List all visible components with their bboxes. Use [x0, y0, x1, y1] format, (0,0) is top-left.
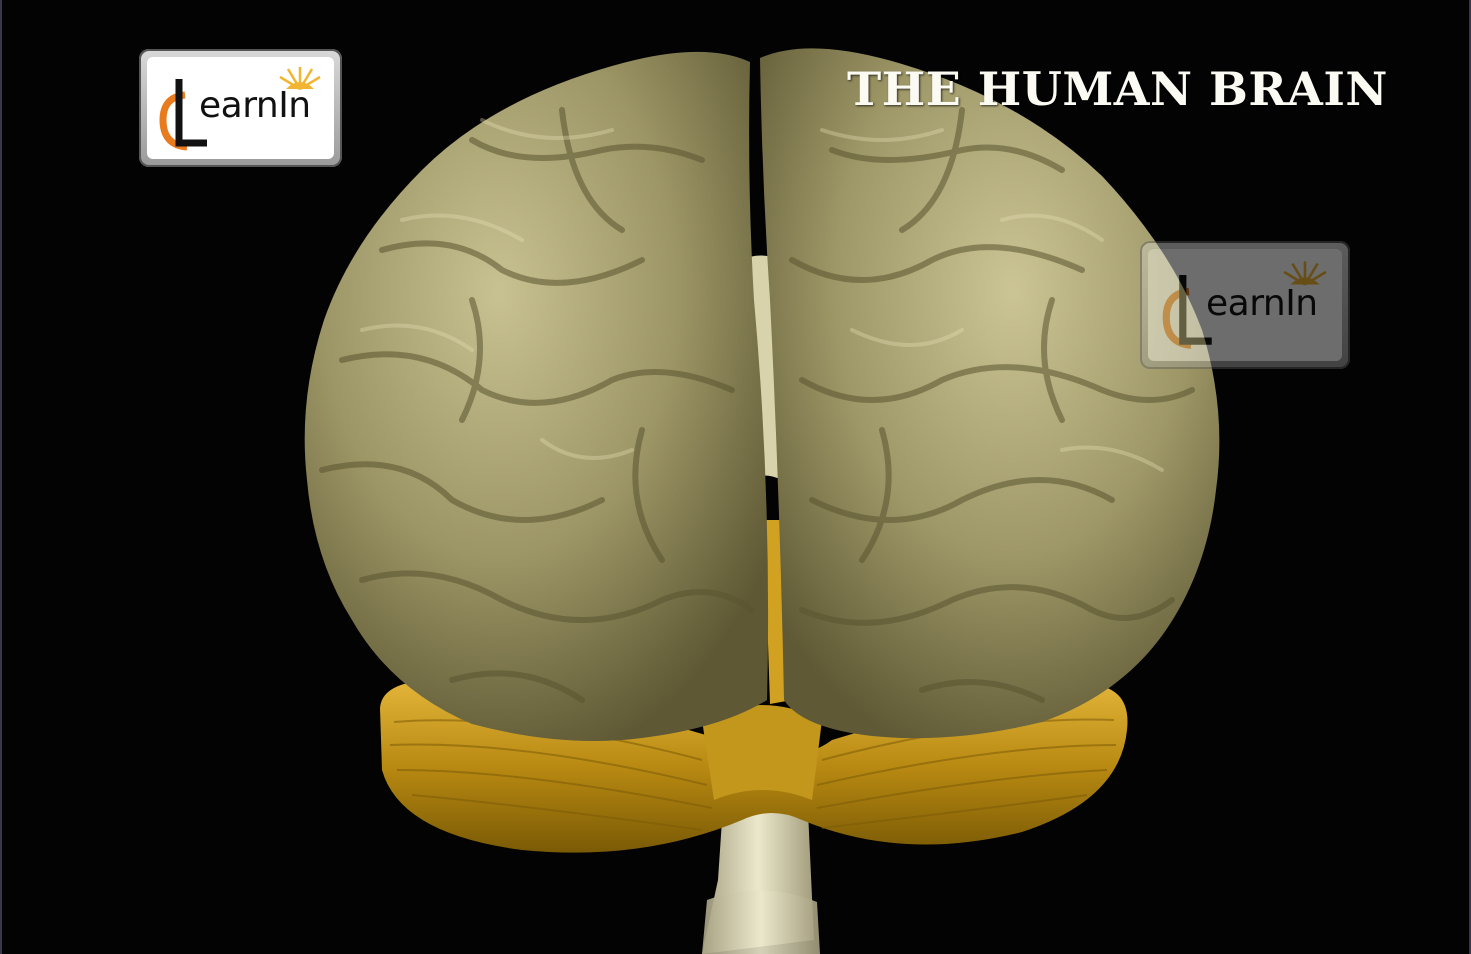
sun-icon: [1283, 261, 1327, 286]
elearnin-mark-icon: [1162, 274, 1212, 349]
watermark-text: earnIn: [1206, 283, 1318, 324]
right-hemisphere: [760, 48, 1220, 739]
logo-panel: earnIn: [147, 57, 334, 159]
logo-text: earnIn: [199, 85, 311, 126]
elearnin-mark-icon: [159, 79, 207, 151]
watermark-panel: earnIn: [1148, 249, 1342, 361]
left-hemisphere: [304, 51, 769, 741]
video-title: THE HUMAN BRAIN: [847, 62, 1388, 116]
sun-icon: [279, 67, 321, 91]
spinal-cord: [702, 890, 820, 954]
elearnin-logo: earnIn: [139, 49, 342, 167]
elearnin-watermark: earnIn: [1140, 241, 1350, 369]
